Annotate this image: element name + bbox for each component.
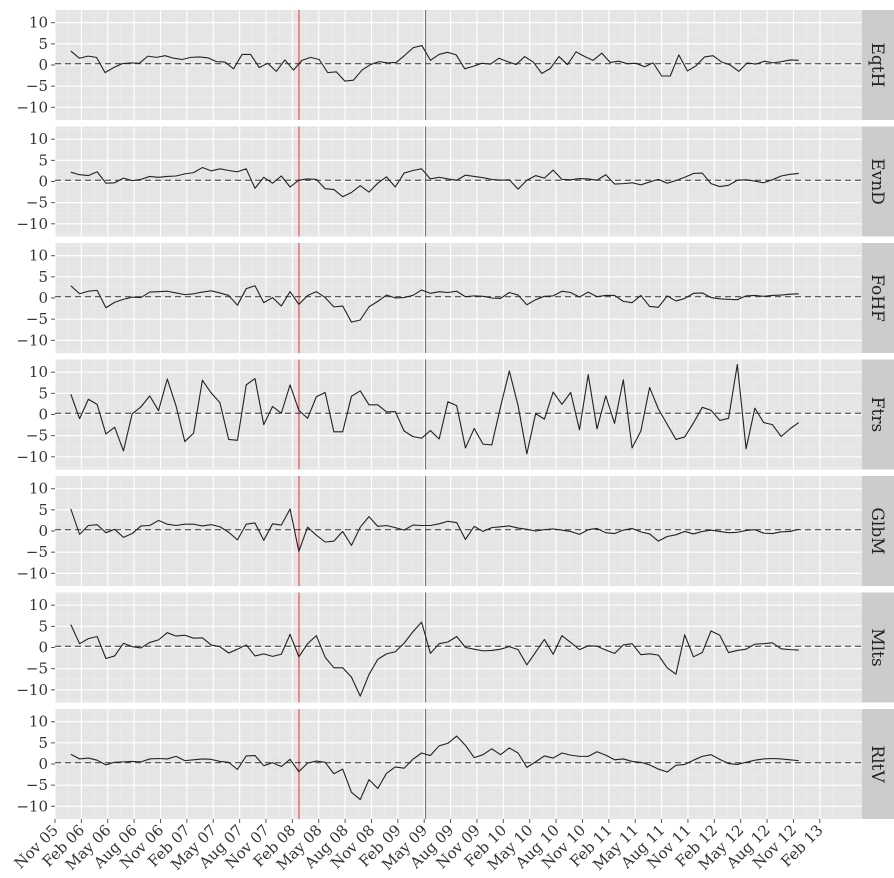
y-tick-label: 5 xyxy=(38,384,48,402)
y-tick-label: 10 xyxy=(29,363,48,381)
y-tick-label: 0 xyxy=(38,755,48,773)
y-tick-label: 0 xyxy=(38,56,48,74)
y-tick-label: −5 xyxy=(26,77,48,95)
panel-evnd: 10 5 0 −5 −10 EvnD xyxy=(16,126,894,237)
y-tick-label: 5 xyxy=(38,268,48,286)
y-tick-label: 0 xyxy=(38,406,48,424)
facet-strip-label: RltV xyxy=(867,745,887,783)
facet-strip xyxy=(862,709,894,819)
y-tick-label: −10 xyxy=(16,797,48,815)
y-tick-label: 10 xyxy=(29,247,48,265)
facet-strip xyxy=(862,126,894,237)
y-tick-label: 10 xyxy=(29,480,48,498)
y-tick-label: 10 xyxy=(29,14,48,32)
y-tick-label: 10 xyxy=(29,713,48,731)
y-tick-label: 5 xyxy=(38,734,48,752)
series-line xyxy=(70,285,799,323)
y-tick-label: −5 xyxy=(26,660,48,678)
panel-ftrs: 10 5 0 −5 −10 Ftrs xyxy=(16,359,894,470)
y-tick-label: 10 xyxy=(29,130,48,148)
panel-fohf: 10 5 0 −5 −10 FoHF xyxy=(16,243,894,353)
facet-strip xyxy=(862,10,894,120)
panel-mlts: 10 5 0 −5 −10 Mlts xyxy=(16,592,894,703)
panel-eqth: 10 5 0 −5 −10 EqtH xyxy=(16,10,894,120)
facet-strip-label: FoHF xyxy=(867,274,887,322)
y-tick-label: −5 xyxy=(26,427,48,445)
y-tick-label: 0 xyxy=(38,289,48,307)
series-line xyxy=(70,735,799,801)
y-tick-label: −10 xyxy=(16,331,48,349)
facet-strip xyxy=(862,359,894,470)
y-tick-label: −5 xyxy=(26,543,48,561)
series-line xyxy=(70,621,799,697)
series-line xyxy=(70,166,799,198)
facet-strip-label: EvnD xyxy=(867,158,887,205)
y-tick-label: −10 xyxy=(16,215,48,233)
y-tick-label: 5 xyxy=(38,617,48,635)
facet-strip-label: Ftrs xyxy=(867,397,887,432)
panel-glbm: 10 5 0 −5 −10 GlbM xyxy=(16,476,894,586)
panel-rltv: 10 5 0 −5 −10 RltV xyxy=(16,709,894,819)
facet-strip-label: Mlts xyxy=(867,628,887,666)
y-tick-label: −10 xyxy=(16,98,48,116)
facet-strip-label: GlbM xyxy=(867,507,887,554)
y-tick-label: −5 xyxy=(26,194,48,212)
facet-strip-label: EqtH xyxy=(867,43,887,88)
facet-strip xyxy=(862,592,894,703)
y-tick-label: 0 xyxy=(38,173,48,191)
y-tick-label: 0 xyxy=(38,639,48,657)
series-line xyxy=(70,364,800,455)
y-tick-label: 0 xyxy=(38,522,48,540)
y-tick-label: 10 xyxy=(29,596,48,614)
y-tick-label: −10 xyxy=(16,448,48,466)
series-line xyxy=(70,508,799,552)
y-tick-label: −10 xyxy=(16,564,48,582)
y-tick-label: −5 xyxy=(26,310,48,328)
facet-strip xyxy=(862,243,894,353)
y-tick-label: 5 xyxy=(38,35,48,53)
y-tick-label: 5 xyxy=(38,151,48,169)
series-line xyxy=(70,44,799,82)
y-tick-label: 5 xyxy=(38,501,48,519)
y-tick-label: −10 xyxy=(16,681,48,699)
chart-panels: 1050−5−10EqtH1050−5−10EvnD1050−5−10FoHF1… xyxy=(16,10,894,819)
facet-strip xyxy=(862,476,894,586)
y-tick-label: −5 xyxy=(26,776,48,794)
